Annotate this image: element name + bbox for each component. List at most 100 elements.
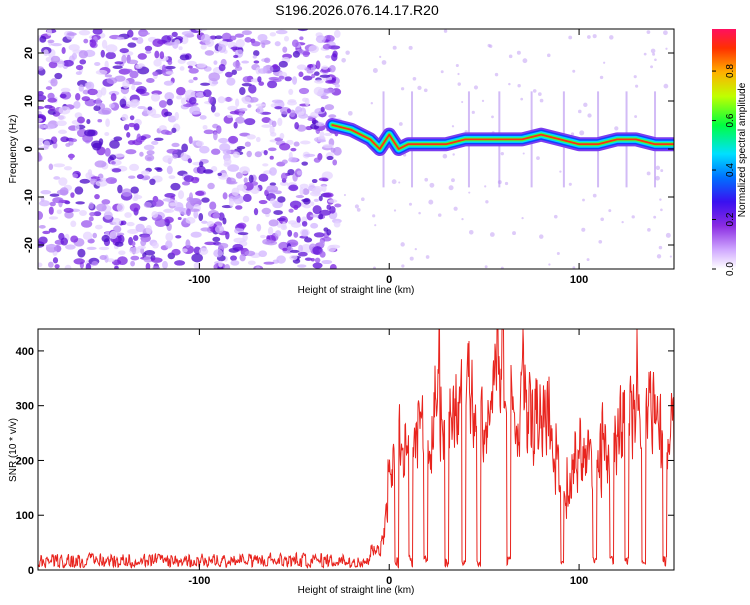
noise-speck — [417, 85, 422, 91]
noise-blob — [136, 133, 142, 142]
noise-blob — [248, 174, 254, 183]
noise-blob — [272, 63, 279, 70]
noise-blob — [208, 96, 213, 104]
colorbar-tick-label: 0.0 — [725, 262, 736, 276]
noise-blob — [181, 181, 191, 186]
noise-speck — [633, 75, 637, 79]
noise-blob — [201, 220, 208, 224]
noise-blob — [232, 243, 244, 251]
noise-blob — [162, 198, 174, 202]
noise-blob — [70, 138, 78, 143]
noise-speck — [659, 198, 662, 201]
noise-blob — [166, 148, 179, 154]
noise-blob — [269, 32, 277, 37]
noise-speck — [429, 182, 435, 188]
noise-speck — [522, 58, 528, 64]
noise-blob — [104, 74, 113, 78]
ridge-band — [331, 124, 674, 150]
noise-blob — [279, 132, 285, 140]
snr-ytick-label: 100 — [16, 510, 34, 522]
noise-blob — [254, 151, 263, 158]
noise-speck — [592, 193, 597, 198]
noise-blob — [62, 59, 74, 67]
noise-speck — [442, 153, 448, 159]
noise-blob — [216, 125, 222, 134]
noise-blob — [258, 250, 268, 258]
noise-blob — [128, 122, 136, 128]
noise-blob — [47, 92, 55, 100]
snr-xtick-label: -100 — [188, 575, 210, 587]
noise-blob — [213, 131, 218, 141]
noise-speck — [582, 198, 585, 202]
noise-blob — [281, 159, 288, 165]
noise-blob — [161, 64, 167, 74]
noise-blob — [147, 106, 153, 111]
spec-xtick-label: 0 — [386, 274, 392, 286]
noise-speck — [646, 171, 651, 176]
spec-ytick-label: -20 — [23, 237, 35, 253]
noise-blob — [299, 36, 304, 41]
noise-speck — [408, 202, 412, 206]
noise-blob — [177, 216, 182, 221]
noise-blob — [130, 81, 143, 86]
noise-blob — [91, 140, 103, 149]
noise-blob — [126, 29, 134, 38]
noise-speck — [443, 29, 448, 33]
noise-blob — [161, 35, 172, 44]
noise-blob — [60, 237, 69, 246]
noise-blob — [258, 81, 265, 86]
noise-blob — [296, 64, 307, 70]
noise-speck — [414, 247, 417, 251]
noise-blob — [235, 205, 243, 210]
noise-blob — [278, 75, 285, 80]
noise-blob — [140, 170, 150, 175]
noise-blob — [208, 72, 220, 82]
noise-blob — [279, 142, 291, 151]
noise-blob — [136, 174, 144, 180]
noise-blob — [333, 29, 341, 38]
noise-blob — [92, 29, 103, 35]
noise-speck — [512, 231, 516, 236]
noise-speck — [572, 266, 576, 269]
noise-speck — [665, 232, 671, 238]
noise-blob — [195, 140, 204, 147]
noise-speck — [428, 199, 434, 205]
noise-blob — [85, 263, 92, 269]
noise-blob — [315, 139, 327, 143]
noise-speck — [663, 83, 669, 89]
noise-blob — [167, 59, 173, 66]
noise-blob — [292, 50, 300, 58]
noise-blob — [97, 109, 110, 115]
noise-blob — [64, 211, 74, 219]
snr-frame — [37, 328, 675, 571]
noise-blob — [319, 209, 332, 216]
noise-blob — [312, 205, 322, 215]
noise-blob — [264, 57, 271, 64]
noise-blob — [113, 136, 123, 142]
noise-blob — [308, 45, 320, 53]
noise-blob — [323, 88, 336, 94]
noise-blob — [80, 220, 93, 228]
noise-blob — [190, 231, 202, 238]
noise-blob — [291, 39, 299, 48]
noise-blob — [256, 106, 264, 114]
noise-blob — [97, 118, 103, 123]
noise-blob — [47, 261, 54, 268]
noise-speck — [553, 214, 558, 219]
noise-blob — [187, 158, 193, 164]
noise-blob — [91, 261, 99, 266]
noise-speck — [487, 43, 491, 48]
noise-speck — [448, 185, 454, 191]
noise-speck — [521, 217, 524, 220]
noise-blob — [212, 236, 221, 242]
noise-speck — [646, 30, 651, 34]
noise-blob — [217, 43, 227, 53]
noise-blob — [174, 260, 186, 266]
noise-blob — [243, 193, 252, 203]
noise-blob — [297, 264, 307, 268]
noise-blob — [190, 176, 200, 184]
noise-blob — [236, 184, 248, 191]
noise-blob — [105, 118, 110, 128]
noise-blob — [324, 104, 335, 111]
noise-blob — [267, 226, 274, 235]
